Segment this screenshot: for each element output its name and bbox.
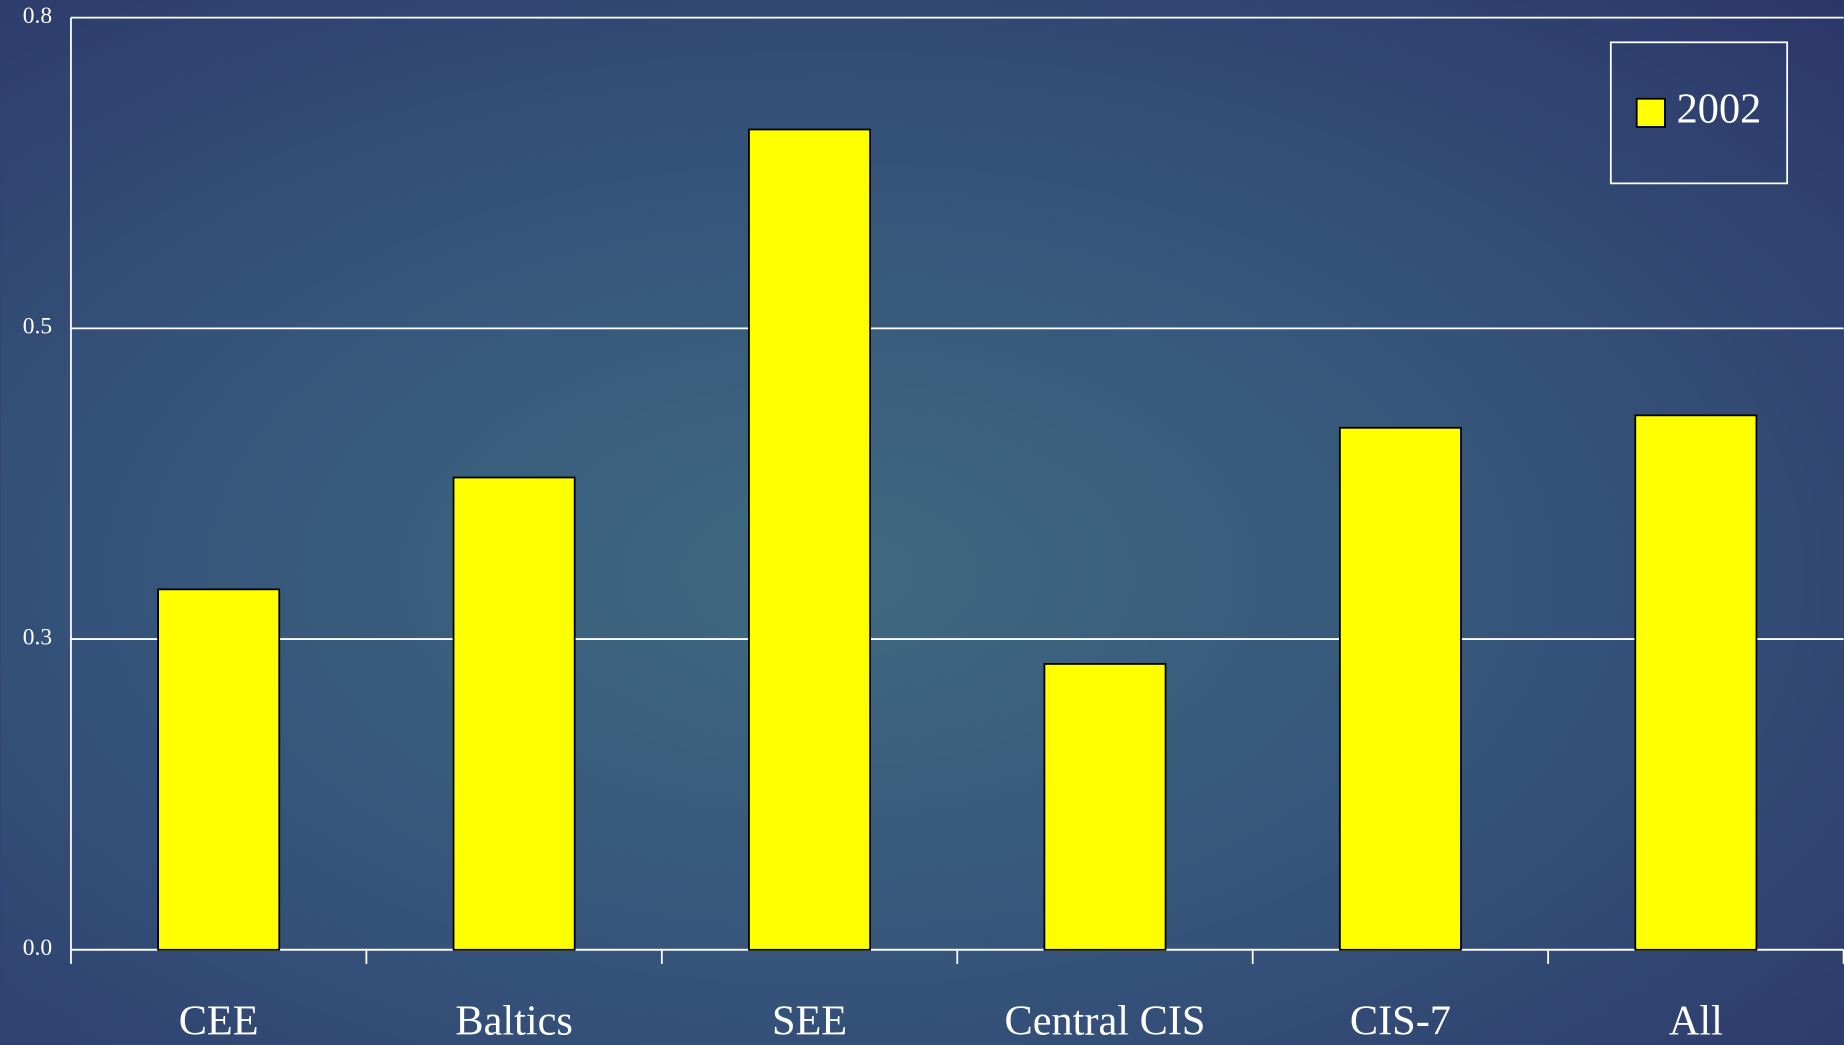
x-tick-label: Baltics [455,998,572,1045]
legend-label: 2002 [1677,86,1762,133]
x-tick-label: SEE [772,998,847,1045]
y-tick-label: 0.0 [23,935,52,961]
legend-box [1609,41,1789,185]
bar [748,128,871,951]
x-tick-label: CEE [179,998,259,1045]
x-tick-label: CIS-7 [1350,998,1451,1045]
y-tick-label: 0.5 [23,314,52,340]
legend-swatch [1635,97,1666,128]
y-tick-label: 0.3 [23,624,52,650]
bar [1634,414,1758,951]
bar [1338,426,1462,951]
bar [1043,663,1167,951]
x-tick-label: Central CIS [1005,998,1206,1045]
bar [452,476,576,951]
legend: 2002 [1609,41,1789,185]
y-tick-label: 0.8 [23,3,52,29]
bar [157,588,281,951]
x-tick-label: All [1669,998,1723,1045]
